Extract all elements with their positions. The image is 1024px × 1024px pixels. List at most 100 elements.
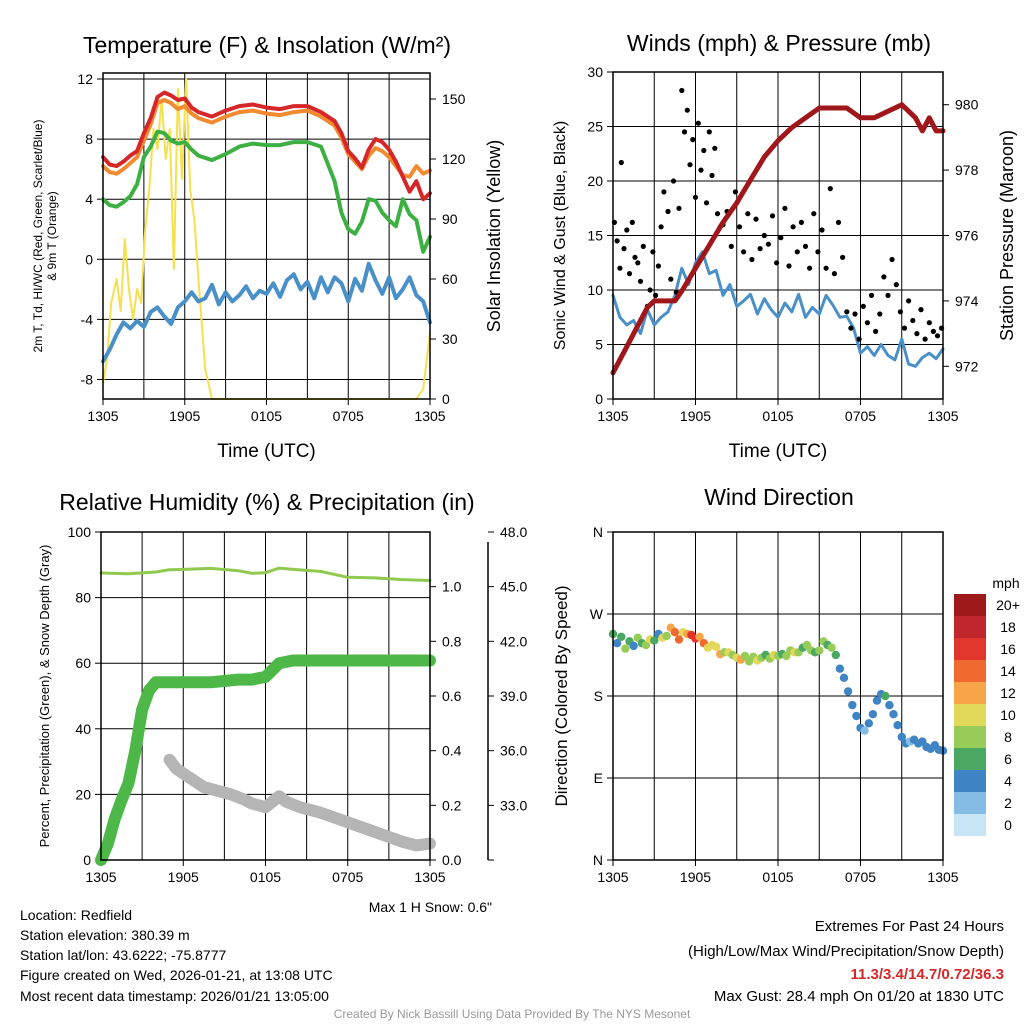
colorbar-label: 18	[1000, 619, 1016, 635]
dir-point	[885, 700, 894, 710]
colorbar-swatch	[954, 638, 986, 660]
rh-y3tick-label: 33.0	[500, 797, 527, 813]
wind-xtick-label: 1305	[597, 408, 628, 424]
rh-xtick-label: 1305	[414, 869, 445, 885]
rh-xtick-label: 0705	[332, 869, 363, 885]
wind-gust-point	[614, 238, 620, 244]
wind-xtick-label: 0105	[762, 408, 793, 424]
wind-ylabel: Sonic Wind & Gust (Blue, Black)	[552, 121, 569, 350]
wind-gust-point	[732, 189, 739, 195]
wind-gust-point	[897, 309, 904, 315]
rh-y3tick-label: 39.0	[500, 688, 527, 704]
rh-ytick-label: 20	[75, 786, 91, 802]
dir-point	[881, 691, 890, 701]
wind-gust-point	[881, 274, 887, 280]
colorbar-label: 6	[1004, 751, 1012, 767]
dir-xtick-label: 0105	[762, 869, 793, 885]
wind-gust-point	[753, 216, 759, 222]
wind-gust-point	[860, 303, 866, 309]
temp-ytick-label: -4	[81, 311, 94, 327]
colorbar-label: 10	[1000, 707, 1016, 723]
dir-point	[831, 650, 840, 660]
rh-title: Relative Humidity (%) & Precipitation (i…	[59, 489, 474, 515]
wind-gust-point	[893, 282, 899, 288]
wind-plot-border	[612, 71, 944, 400]
wind-gust-point	[856, 336, 862, 342]
dir-point	[650, 636, 659, 645]
info-elevation: Station elevation: 380.39 m	[20, 927, 190, 943]
wind-ytick-label: 15	[587, 228, 603, 244]
wind-xtick-label: 1305	[927, 408, 958, 424]
dir-point	[860, 726, 869, 735]
colorbar-label: 4	[1004, 773, 1012, 789]
rh-series-precipitation	[95, 654, 436, 866]
dir-point	[897, 732, 906, 742]
rh-plot-border	[100, 531, 431, 861]
wind-gust-point	[848, 325, 854, 331]
wind-gust-point	[815, 249, 821, 255]
temp-series-2m-t	[101, 90, 432, 202]
wind-gust-point	[930, 328, 937, 334]
colorbar-swatch	[954, 704, 986, 726]
colorbar-swatch	[954, 726, 986, 748]
footer-credit: Created By Nick Bassill Using Data Provi…	[333, 1007, 691, 1021]
rh-ytick-label: 40	[75, 721, 91, 737]
wind-gust-point	[794, 249, 800, 255]
temp-ytick-label: 4	[85, 191, 93, 207]
dir-ytick-label: N	[593, 524, 603, 540]
wind-gust-point	[769, 213, 776, 219]
wind-gust-point	[786, 263, 792, 269]
dir-point	[835, 664, 845, 673]
temp-xtick-label: 1905	[169, 408, 200, 424]
wind-gust-point	[665, 208, 671, 215]
temp-ylabel2: Solar Insolation (Yellow)	[484, 140, 504, 332]
temp-ytick-label: 8	[85, 131, 93, 147]
rh-ytick-label: 0	[83, 852, 91, 868]
colorbar-label: 8	[1004, 729, 1012, 745]
rh-series-rh	[99, 566, 432, 582]
wind-gust-point	[684, 107, 690, 113]
dir-xtick-label: 1905	[680, 869, 711, 885]
temp-xtick-label: 0705	[333, 408, 364, 424]
rh-xtick-label: 0105	[250, 869, 281, 885]
wind-gust-point	[714, 211, 721, 217]
wind-y2tick-label: 972	[955, 358, 979, 374]
dir-point	[629, 641, 638, 651]
wind-gust-point	[926, 320, 932, 326]
temp-ytick-label: -8	[81, 371, 94, 387]
rh-xtick-label: 1905	[168, 869, 199, 885]
colorbar-label: 2	[1004, 795, 1012, 811]
wind-ytick-label: 5	[595, 337, 603, 353]
colorbar-label: 14	[1000, 663, 1016, 679]
wind-gust-point	[934, 333, 941, 339]
rh-ytick-label: 100	[68, 524, 92, 540]
dir-point	[711, 642, 721, 651]
wind-gust-point	[914, 331, 920, 337]
wind-gust-point	[661, 189, 667, 195]
dir-point	[815, 646, 824, 655]
wind-gust-point	[852, 311, 858, 317]
wind-xtick-label: 0705	[845, 408, 876, 424]
rh-y2tick-label: 0.2	[442, 797, 462, 813]
temp-ylabel-line2: & 9m T (Orange)	[45, 191, 59, 281]
wind-gust-point	[749, 256, 755, 263]
wind-ytick-label: 20	[587, 173, 603, 189]
wind-gust-point	[819, 227, 825, 233]
colorbar-swatch	[954, 792, 986, 814]
dir-point	[872, 696, 882, 705]
dir-point	[868, 710, 878, 719]
rh-ytick-label: 60	[75, 655, 91, 671]
wind-gust-point	[701, 147, 707, 154]
wind-xtick-label: 1905	[680, 408, 711, 424]
wind-gust-point	[706, 129, 712, 135]
colorbar-label: 0	[1004, 817, 1012, 833]
extremes-title: Extremes For Past 24 Hours	[814, 918, 1004, 935]
rh-y2tick-label: 1.0	[442, 579, 462, 595]
wind-gust-point	[802, 243, 809, 249]
rh-y2tick-label: 0.4	[442, 743, 462, 759]
dir-point	[889, 710, 898, 719]
colorbar-label: 16	[1000, 641, 1016, 657]
info-recent: Most recent data timestamp: 2026/01/21 1…	[20, 988, 329, 1004]
wind-gust-point	[885, 292, 891, 298]
